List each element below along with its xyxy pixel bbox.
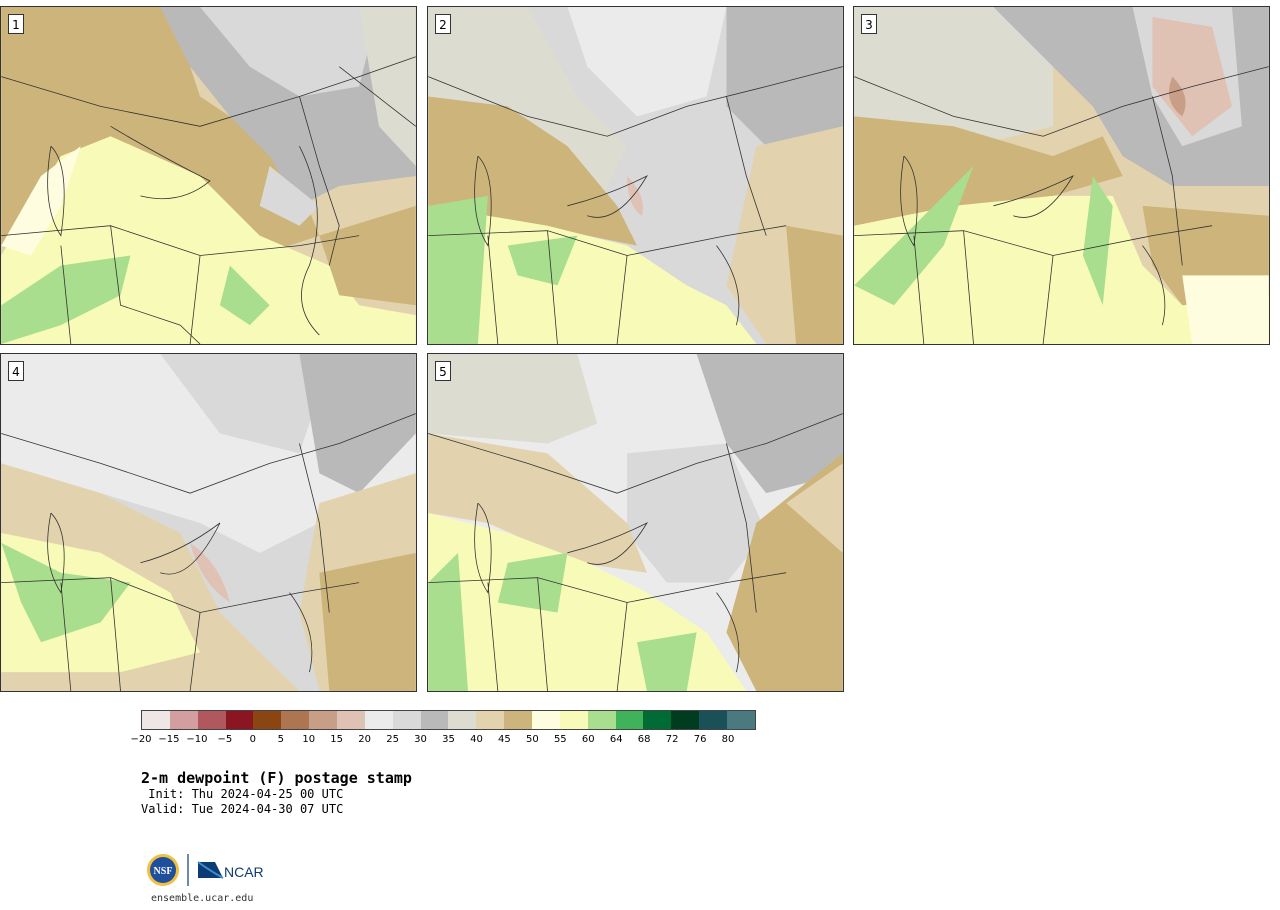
colorbar-tick-label: 64 <box>609 734 623 745</box>
map-panel-5: 5 <box>427 353 844 692</box>
colorbar-swatch <box>253 711 282 729</box>
nsf-logo-text: NSF <box>154 866 173 877</box>
colorbar-tick-label: 76 <box>693 734 707 745</box>
colorbar-swatch <box>643 711 672 729</box>
colorbar-tick-label: 60 <box>581 734 595 745</box>
colorbar-swatch <box>337 711 365 729</box>
colorbar-swatch <box>727 711 755 729</box>
colorbar-swatch <box>587 711 616 729</box>
colorbar-tick-label: 35 <box>442 734 455 745</box>
init-time: Init: Thu 2024-04-25 00 UTC <box>141 787 344 801</box>
ncar-logo-text: NCAR <box>224 864 264 880</box>
dewpoint-map <box>428 7 843 344</box>
colorbar-swatch <box>309 711 338 729</box>
panel-label: 4 <box>8 361 24 381</box>
colorbar-tick-label: 68 <box>637 734 651 745</box>
panel-label: 2 <box>435 14 451 34</box>
dewpoint-map <box>1 7 416 344</box>
panel-label: 1 <box>8 14 24 34</box>
colorbar-swatch <box>364 711 393 729</box>
dewpoint-map <box>1 354 416 691</box>
colorbar-swatch <box>169 711 198 729</box>
colorbar-swatch <box>476 711 505 729</box>
colorbar-swatch <box>142 711 170 729</box>
colorbar-swatch <box>392 711 421 729</box>
colorbar-tick-label: 72 <box>665 734 679 745</box>
colorbar-swatch <box>197 711 226 729</box>
colorbar-tick-label: 10 <box>302 734 316 745</box>
map-panel-1: 1 <box>0 6 417 345</box>
colorbar-swatch <box>699 711 728 729</box>
map-panel-4: 4 <box>0 353 417 692</box>
colorbar-swatch <box>420 711 449 729</box>
colorbar-swatch <box>532 711 560 729</box>
colorbar <box>141 710 756 730</box>
colorbar-tick-label: −15 <box>158 734 180 745</box>
colorbar-tick-label: −10 <box>186 734 208 745</box>
colorbar-tick-label: 40 <box>470 734 483 745</box>
colorbar-tick-label: 30 <box>414 734 427 745</box>
colorbar-tick-label: 0 <box>249 734 256 745</box>
site-url: ensemble.ucar.edu <box>151 893 254 904</box>
colorbar-swatch <box>225 711 254 729</box>
colorbar-tick-label: −5 <box>217 734 233 745</box>
colorbar-tick-label: 45 <box>498 734 511 745</box>
colorbar-swatch <box>559 711 588 729</box>
colorbar-tick-label: 20 <box>358 734 371 745</box>
colorbar-swatch <box>671 711 700 729</box>
colorbar-swatch <box>615 711 644 729</box>
map-panel-2: 2 <box>427 6 844 345</box>
colorbar-swatch <box>504 711 533 729</box>
panel-label: 3 <box>861 14 877 34</box>
colorbar-tick-label: 50 <box>525 734 539 745</box>
valid-time: Valid: Tue 2024-04-30 07 UTC <box>141 802 344 816</box>
map-panel-3: 3 <box>853 6 1270 345</box>
colorbar-tick-label: 5 <box>277 734 284 745</box>
colorbar-swatch <box>281 711 310 729</box>
colorbar-tick-label: 15 <box>330 734 344 745</box>
colorbar-tick-label: 55 <box>553 734 567 745</box>
colorbar-ticks: −20 −15 −10 −5 0 5 10 15 20 25 30 35 40 45 50 55 60 64 68 7… <box>130 734 756 748</box>
panel-label: 5 <box>435 361 451 381</box>
map-title: 2-m dewpoint (F) postage stamp <box>141 769 412 787</box>
nsf-ncar-logo: NSF NCAR <box>147 854 264 886</box>
colorbar-swatch <box>448 711 477 729</box>
colorbar-tick-label: 25 <box>386 734 399 745</box>
colorbar-tick-label: 80 <box>721 734 735 745</box>
colorbar-tick-label: −20 <box>130 734 152 745</box>
dewpoint-map <box>428 354 843 691</box>
dewpoint-map <box>854 7 1269 344</box>
